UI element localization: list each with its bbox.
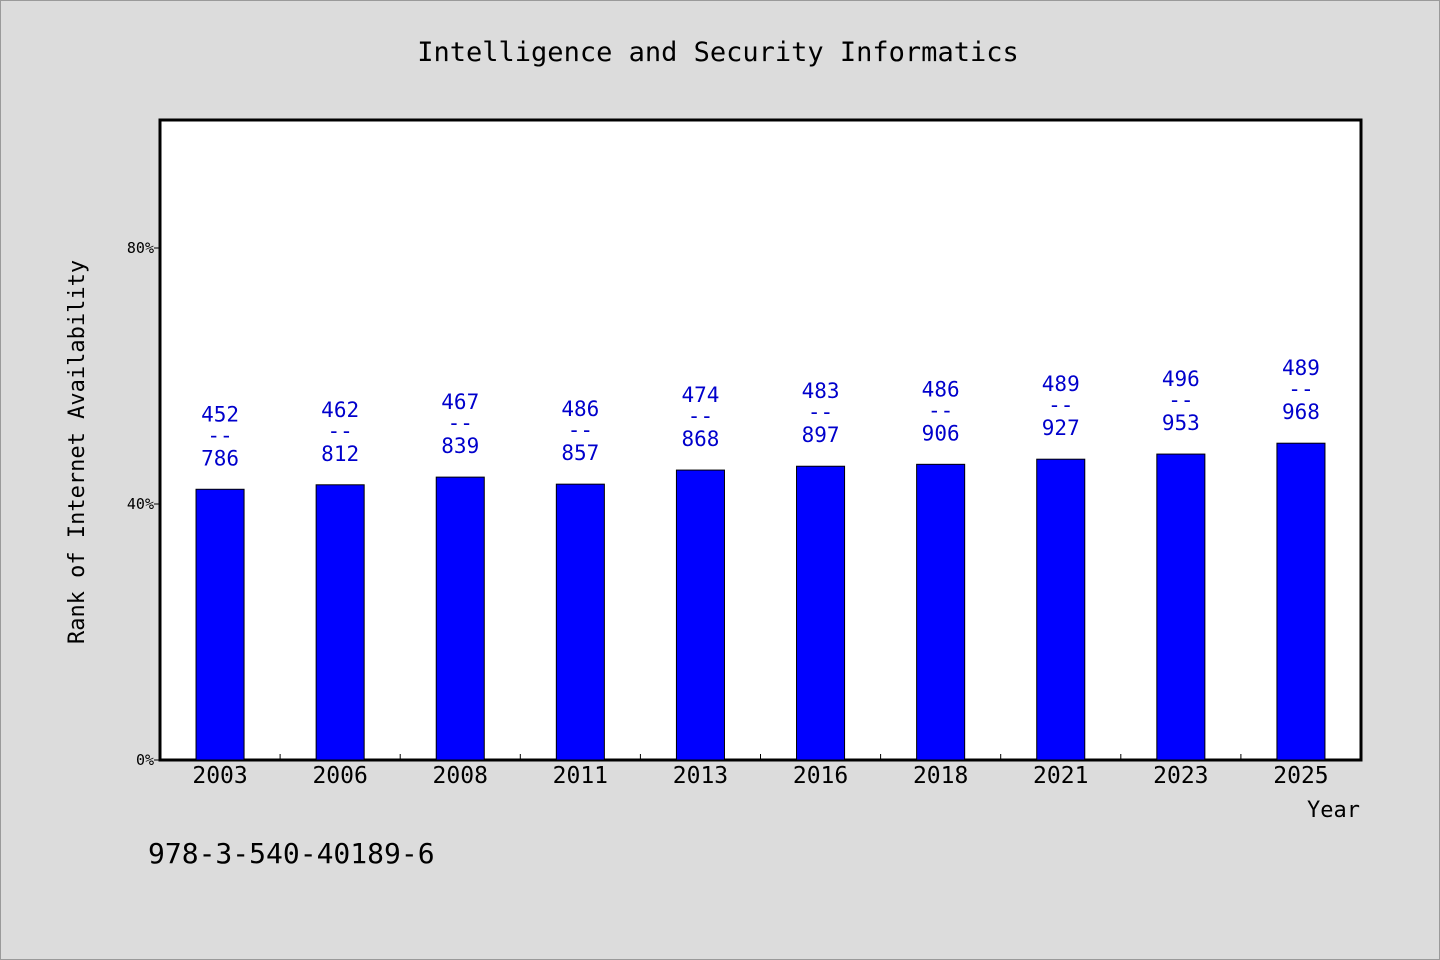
data-label-separator: -- <box>1288 377 1313 401</box>
data-label-bottom: 906 <box>922 421 960 445</box>
data-label: 474--868 <box>681 383 719 451</box>
data-label: 483--897 <box>802 379 840 447</box>
data-label: 496--953 <box>1162 367 1200 435</box>
bar <box>315 484 365 761</box>
x-tick-label: 2025 <box>1273 763 1328 789</box>
data-label-top: 467 <box>441 390 479 414</box>
x-tick-label: 2021 <box>1033 763 1088 789</box>
y-tick-label: 0% <box>136 751 154 769</box>
data-label-top: 452 <box>201 402 239 426</box>
data-label-bottom: 968 <box>1282 400 1320 424</box>
bar <box>1276 442 1326 761</box>
data-label-top: 489 <box>1042 372 1080 396</box>
x-tick-label: 2006 <box>312 763 367 789</box>
data-label-separator: -- <box>207 423 232 447</box>
data-label-bottom: 786 <box>201 446 239 470</box>
data-label: 486--857 <box>561 397 599 465</box>
data-label-separator: -- <box>1048 393 1073 417</box>
data-label-top: 496 <box>1162 367 1200 391</box>
chart-title: Intelligence and Security Informatics <box>417 37 1018 68</box>
bar <box>435 476 485 761</box>
data-label: 467--839 <box>441 390 479 458</box>
data-label-bottom: 812 <box>321 442 359 466</box>
x-tick-label: 2023 <box>1153 763 1208 789</box>
x-tick-label: 2018 <box>913 763 968 789</box>
isbn-text: 978-3-540-40189-6 <box>148 837 435 870</box>
data-label-bottom: 868 <box>681 427 719 451</box>
bar <box>675 469 725 761</box>
data-label-bottom: 953 <box>1162 411 1200 435</box>
data-label-separator: -- <box>688 404 713 428</box>
x-tick-label: 2016 <box>793 763 848 789</box>
data-label-top: 486 <box>922 377 960 401</box>
bar <box>195 488 245 761</box>
bar <box>796 465 846 761</box>
bar <box>1156 453 1206 761</box>
bar <box>916 463 966 761</box>
y-axis-label: Rank of Internet Availability <box>65 260 90 644</box>
bar <box>1036 458 1086 761</box>
data-label-separator: -- <box>808 400 833 424</box>
bar <box>555 483 605 761</box>
data-label: 486--906 <box>922 377 960 445</box>
data-label-top: 474 <box>681 383 719 407</box>
data-label-bottom: 839 <box>441 434 479 458</box>
data-label-separator: -- <box>568 418 593 442</box>
bars-group <box>195 442 1326 761</box>
y-axis: 0% 40% 80% <box>127 239 160 769</box>
data-label-bottom: 927 <box>1042 416 1080 440</box>
y-tick-label: 80% <box>127 239 154 257</box>
x-axis-label: Year <box>1307 798 1360 823</box>
data-label-separator: -- <box>928 398 953 422</box>
data-label-top: 462 <box>321 398 359 422</box>
x-tick-label: 2008 <box>433 763 488 789</box>
data-label-top: 489 <box>1282 356 1320 380</box>
x-tick-label: 2013 <box>673 763 728 789</box>
data-label: 489--927 <box>1042 372 1080 440</box>
data-label: 452--786 <box>201 402 239 470</box>
x-tick-label: 2003 <box>192 763 247 789</box>
data-label: 462--812 <box>321 398 359 466</box>
data-labels-group: 452--786462--812467--839486--857474--868… <box>201 356 1320 470</box>
data-label: 489--968 <box>1282 356 1320 424</box>
data-label-separator: -- <box>1168 388 1193 412</box>
data-label-separator: -- <box>448 411 473 435</box>
data-label-top: 486 <box>561 397 599 421</box>
data-label-bottom: 897 <box>802 423 840 447</box>
x-tick-label: 2011 <box>553 763 608 789</box>
data-label-separator: -- <box>328 419 353 443</box>
y-tick-label: 40% <box>127 495 154 513</box>
data-label-bottom: 857 <box>561 441 599 465</box>
data-label-top: 483 <box>802 379 840 403</box>
x-axis: 2003 2006 2008 2011 2013 2016 2018 2021 2023 2025 <box>192 754 1329 789</box>
